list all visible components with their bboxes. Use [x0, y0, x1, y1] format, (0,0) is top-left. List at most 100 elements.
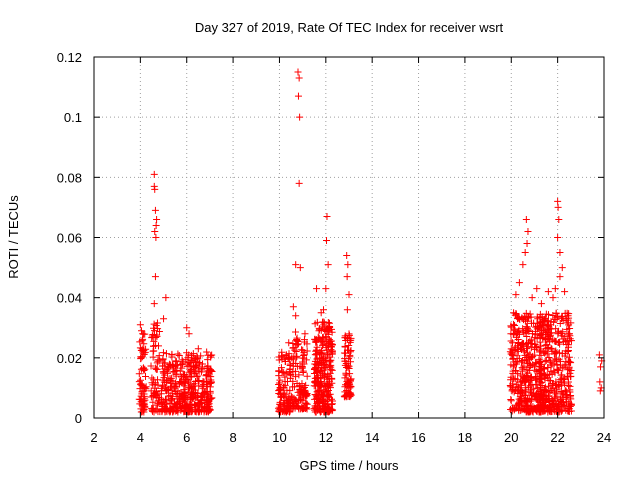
data-point [277, 405, 285, 413]
data-point [312, 338, 320, 346]
data-point [511, 375, 519, 383]
data-point [513, 401, 521, 409]
data-point [138, 345, 146, 353]
data-point [509, 355, 517, 363]
data-point [187, 396, 195, 404]
x-tick-label: 14 [365, 430, 379, 445]
data-point [564, 343, 572, 351]
data-point [168, 353, 176, 361]
data-point [159, 355, 167, 363]
data-point [154, 400, 162, 408]
data-point [526, 366, 534, 374]
data-point [536, 393, 544, 401]
data-point [193, 354, 201, 362]
data-point [318, 381, 326, 389]
data-point [517, 387, 525, 395]
data-point [202, 387, 210, 395]
data-point [542, 348, 550, 356]
data-point [559, 364, 567, 372]
data-point [341, 374, 349, 382]
data-point [345, 342, 353, 350]
data-point [174, 361, 182, 369]
data-point [150, 337, 158, 345]
data-point [169, 403, 177, 411]
data-point [292, 396, 300, 404]
data-point [292, 347, 300, 355]
data-point [526, 337, 534, 345]
data-point [548, 347, 556, 355]
data-point [565, 337, 573, 345]
data-point [295, 74, 303, 82]
data-point [528, 336, 536, 344]
data-point [289, 377, 297, 385]
data-point [540, 392, 548, 400]
y-tick-label: 0.1 [64, 110, 82, 125]
data-point [514, 314, 522, 322]
data-point [517, 344, 525, 352]
data-point [140, 350, 148, 358]
data-point [509, 339, 517, 347]
data-point [320, 321, 328, 329]
data-point [524, 227, 532, 235]
data-point [511, 326, 519, 334]
data-point [194, 345, 202, 353]
data-point [524, 383, 532, 391]
data-point [554, 234, 562, 241]
data-point [539, 402, 547, 410]
data-point [555, 408, 563, 416]
data-point [548, 380, 556, 388]
data-point [139, 330, 147, 338]
data-point [524, 349, 532, 357]
data-point [341, 332, 349, 340]
data-point [275, 379, 283, 387]
data-point [515, 355, 523, 363]
data-point [551, 397, 559, 405]
data-point [278, 368, 286, 376]
data-point [343, 381, 351, 389]
data-point [528, 294, 536, 302]
data-point [557, 399, 565, 407]
data-point [163, 385, 171, 393]
data-point [136, 338, 144, 346]
data-point [541, 372, 549, 380]
data-point [152, 234, 160, 241]
data-point [565, 330, 573, 338]
data-point [162, 396, 170, 404]
data-point [541, 391, 549, 399]
data-point [562, 337, 570, 345]
data-point [321, 355, 329, 363]
data-point [523, 240, 531, 248]
data-point [203, 382, 211, 390]
y-tick-labels: 0 0.02 0.04 0.06 0.08 0.1 0.12 [57, 50, 82, 426]
data-point [519, 356, 527, 364]
data-point [522, 373, 530, 381]
data-point [138, 327, 146, 335]
data-point [549, 294, 557, 302]
data-point [296, 264, 304, 272]
data-point [551, 388, 559, 396]
data-point [160, 315, 168, 323]
data-point [343, 273, 351, 281]
data-point [509, 384, 517, 392]
data-point [533, 285, 541, 293]
data-point [184, 376, 192, 384]
data-point [527, 374, 535, 382]
data-point [295, 179, 303, 187]
data-point [153, 359, 161, 367]
data-point [185, 361, 193, 369]
data-point [597, 363, 605, 371]
data-point [514, 327, 522, 335]
data-point [153, 215, 161, 223]
data-point [149, 353, 157, 361]
data-point [276, 391, 284, 399]
data-point [137, 365, 145, 373]
data-point [311, 408, 319, 416]
x-tick-label: 10 [272, 430, 286, 445]
data-point [289, 303, 297, 311]
y-tick-label: 0.12 [57, 50, 82, 65]
data-point [195, 358, 203, 366]
data-point [151, 273, 159, 281]
data-point [205, 400, 213, 408]
data-point [178, 356, 186, 364]
data-point [326, 377, 334, 385]
